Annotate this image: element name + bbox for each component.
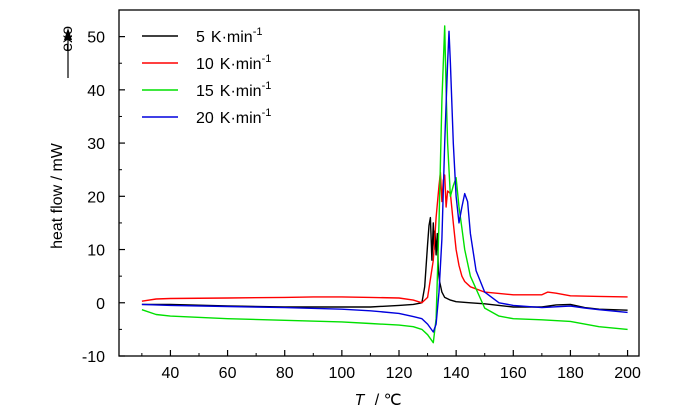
x-tick-label: 80 [276,365,294,382]
legend: 5 K·min-110 K·min-115 K·min-120 K·min-1 [142,26,271,127]
x-axis-unit: / ℃ [375,392,402,409]
plot-frame [118,9,640,357]
y-tick-label: 50 [87,30,105,47]
y-tick-label: 20 [87,189,105,206]
y-tick-label: 30 [87,136,105,153]
series-line-20 [141,30,628,333]
legend-unit: K·min [220,56,262,73]
x-tick-label: 40 [162,365,180,382]
x-axis-variable: T [354,392,365,409]
legend-exponent: -1 [253,26,263,38]
legend-unit: K·min [211,29,253,46]
legend-exponent: -1 [262,107,272,119]
exo-indicator: exo [59,26,76,78]
x-tick-label: 160 [500,365,527,382]
y-tick-label: 10 [87,243,105,260]
series-line-10 [141,171,628,304]
y-axis-ticks: -10 0 10 20 30 40 50 [82,30,125,366]
exo-arrow-icon [64,28,72,40]
legend-unit: K·min [220,83,262,100]
legend-entry: 5 K·min-1 [196,26,262,46]
legend-value: 20 [196,110,214,127]
y-tick-label: 40 [87,83,105,100]
x-axis-title: T / ℃ [354,392,401,409]
y-tick-label: 0 [96,296,105,313]
series-line-15 [141,25,628,344]
legend-unit: K·min [220,110,262,127]
x-tick-label: 200 [614,365,641,382]
legend-value: 5 [196,29,205,46]
legend-exponent: -1 [262,53,272,65]
legend-value: 10 [196,56,214,73]
series-line-5 [141,216,628,311]
legend-entry: 10 K·min-1 [196,53,271,73]
x-tick-label: 180 [557,365,584,382]
legend-entry: 15 K·min-1 [196,80,271,100]
x-tick-label: 140 [443,365,470,382]
x-tick-label: 120 [386,365,413,382]
legend-value: 15 [196,83,214,100]
y-tick-label: -10 [82,349,105,366]
series-group [141,25,628,344]
legend-entry: 20 K·min-1 [196,107,271,127]
legend-exponent: -1 [262,80,272,92]
y-axis-title: heat flow / mW [49,142,66,249]
x-axis-ticks: 40 60 80 100 120 140 160 180 200 [141,350,641,382]
exo-label: exo [59,26,76,52]
x-tick-label: 60 [219,365,237,382]
x-tick-label: 100 [329,365,356,382]
